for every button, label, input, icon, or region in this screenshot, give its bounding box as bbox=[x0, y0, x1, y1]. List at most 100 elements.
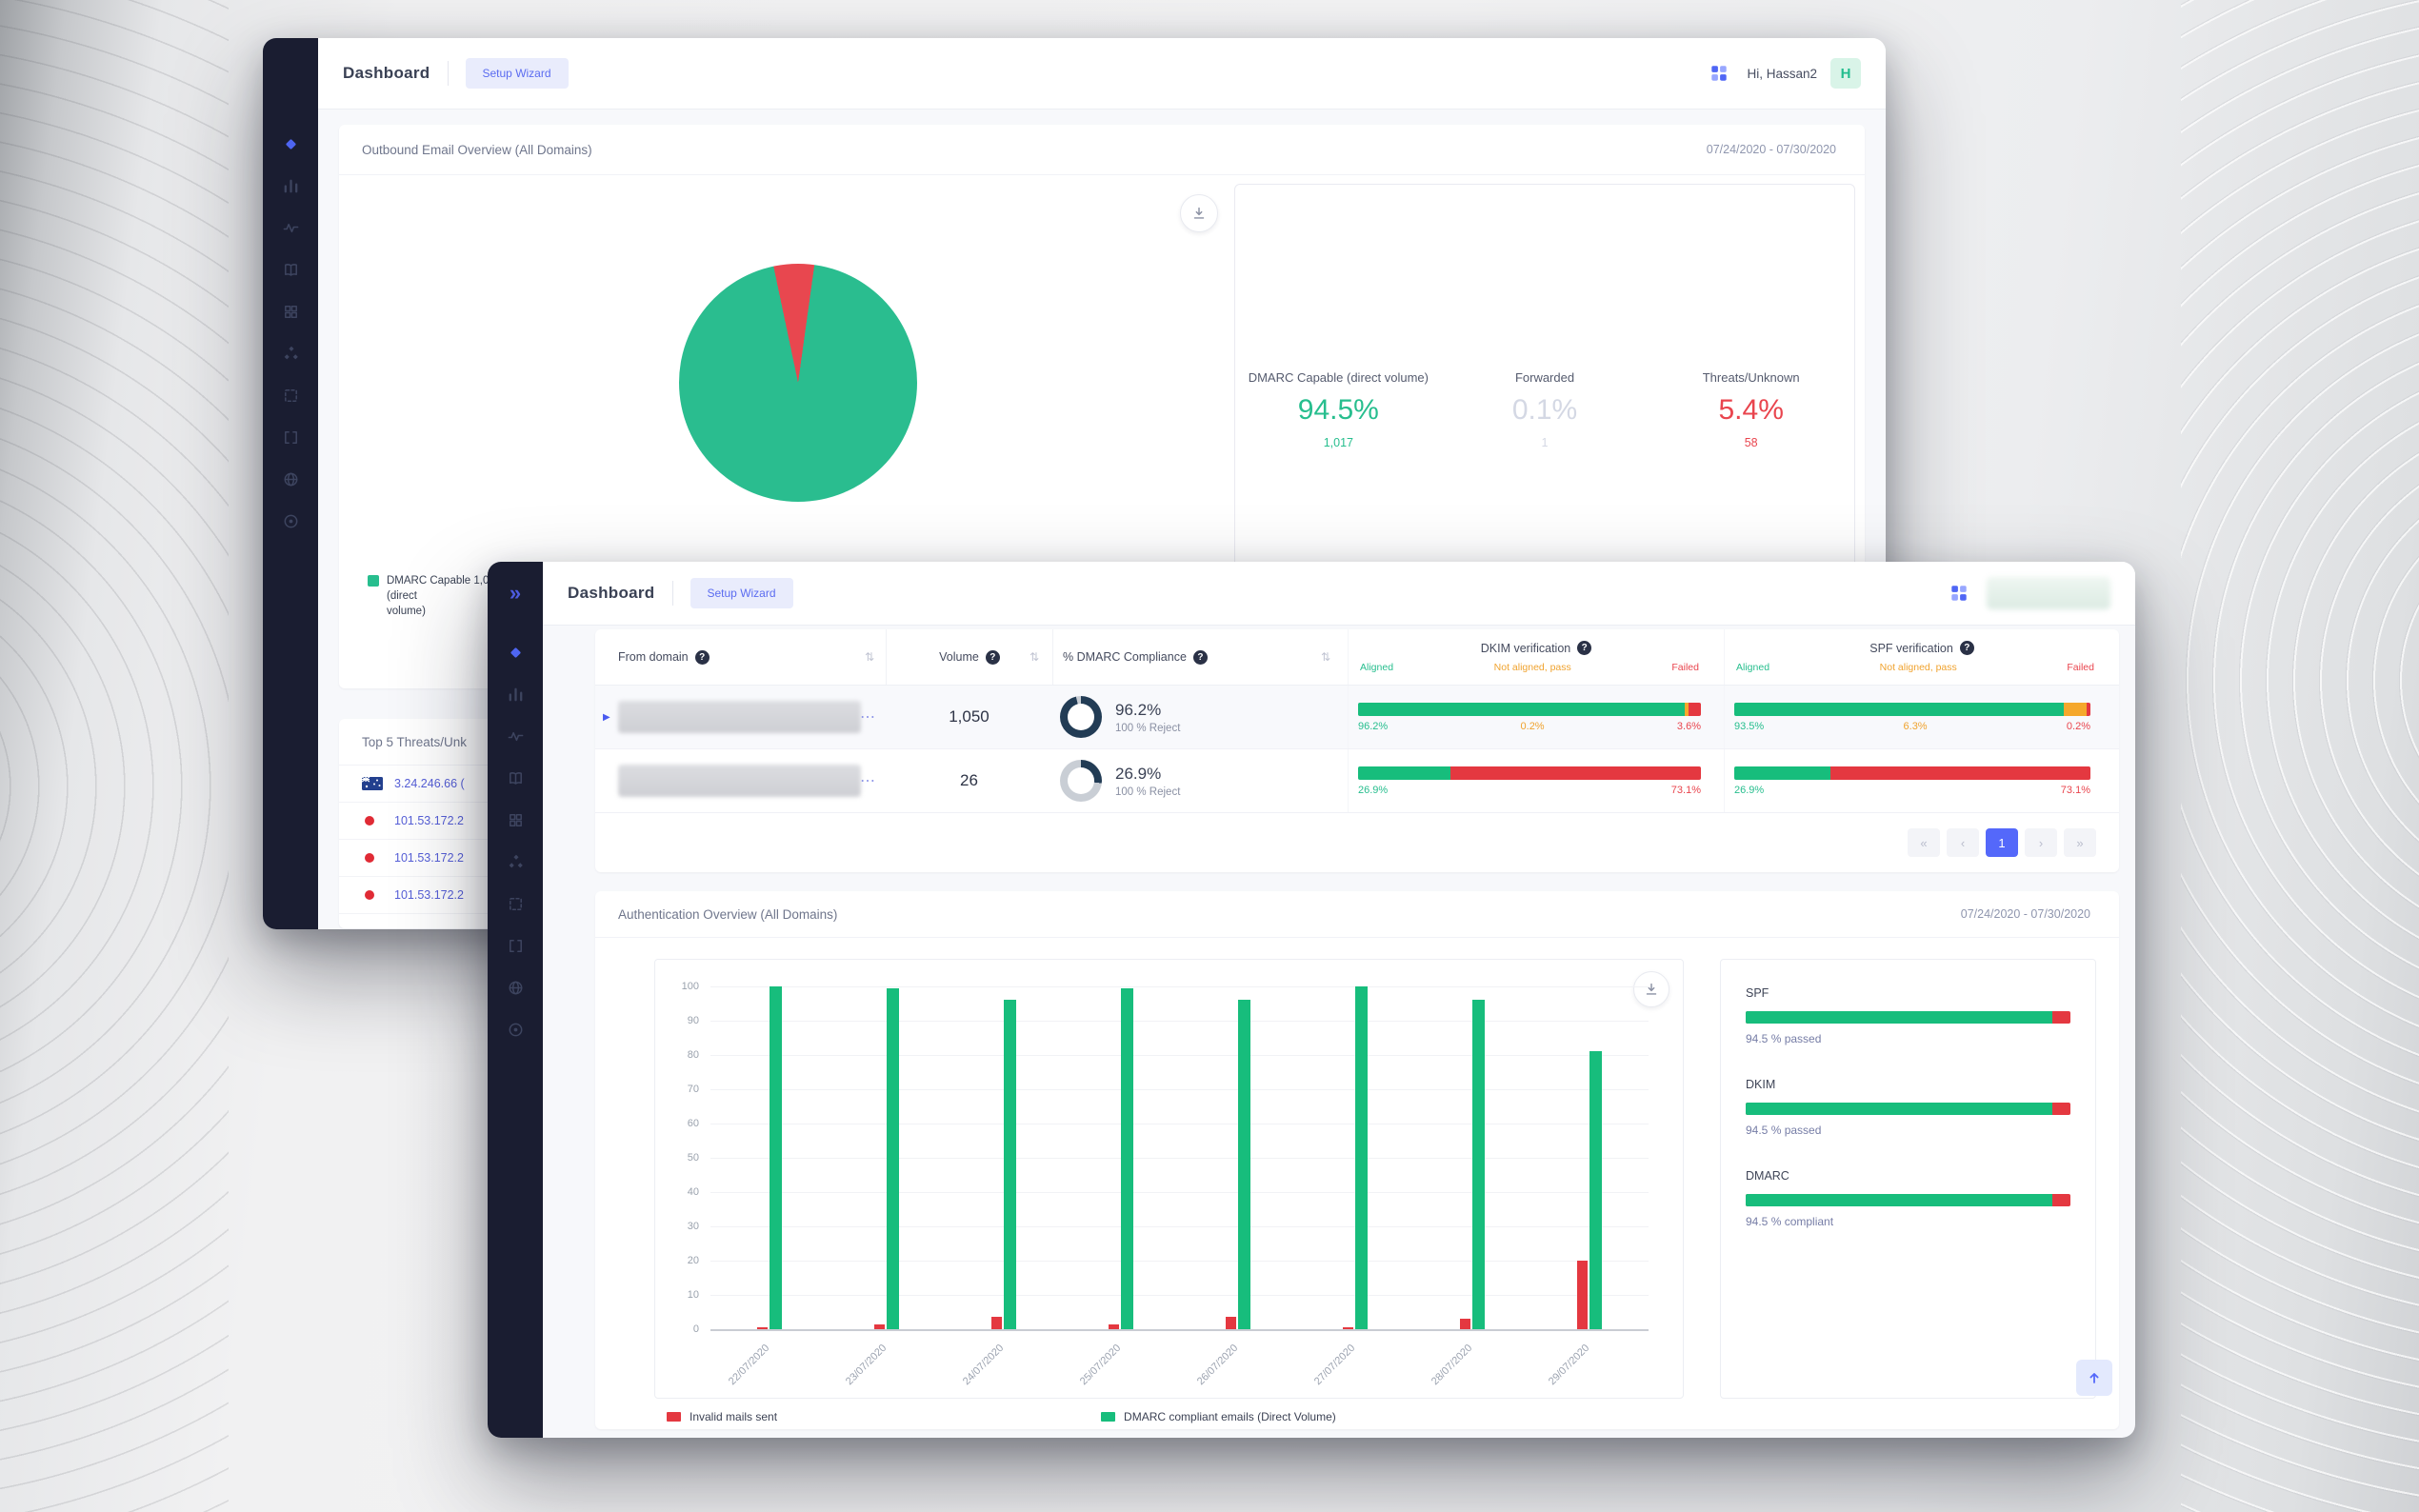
gridline bbox=[710, 1295, 1649, 1296]
download-button[interactable] bbox=[1633, 971, 1669, 1007]
pagination-button[interactable]: » bbox=[2064, 828, 2096, 857]
bar-label: 26.9% bbox=[1734, 784, 1765, 796]
bar-label: 73.1% bbox=[1670, 784, 1701, 796]
bar-chart-sidebar-icon[interactable] bbox=[499, 680, 531, 708]
front-sidebar: » bbox=[488, 562, 543, 1438]
table-row: ▶ ⋯ 1,050 96.2% 100 % Reject 96.2% 0.2% 3.… bbox=[595, 686, 2119, 749]
y-axis-label: 30 bbox=[687, 1221, 699, 1232]
pagination-button[interactable]: « bbox=[1908, 828, 1940, 857]
gridline bbox=[710, 1055, 1649, 1056]
column-volume: Volume bbox=[939, 650, 979, 664]
apps-grid-icon[interactable] bbox=[1949, 583, 1969, 604]
summary-bar bbox=[1746, 1194, 2070, 1206]
avatar[interactable]: H bbox=[1830, 58, 1861, 89]
threat-ip-link[interactable]: 3.24.246.66 ( bbox=[394, 777, 465, 790]
bar-chart-sidebar-icon[interactable] bbox=[274, 171, 307, 200]
help-icon[interactable]: ? bbox=[985, 649, 1000, 665]
redacted-user-name[interactable] bbox=[1987, 577, 2110, 609]
grid-sidebar-icon[interactable] bbox=[274, 297, 307, 326]
outbound-pie-chart bbox=[679, 264, 917, 502]
sort-icon[interactable]: ⇅ bbox=[1029, 650, 1039, 664]
stat-dmarc-capable-direct-volume-: DMARC Capable (direct volume) 94.5% 1,01… bbox=[1235, 370, 1442, 449]
auth-bar-chart-panel: 0 10 20 30 40 50 60 70 80 90 100 22/07/2020 23/07/… bbox=[654, 959, 1684, 1399]
nodes-sidebar-icon[interactable] bbox=[274, 339, 307, 368]
volume-value: 26 bbox=[960, 771, 978, 789]
scroll-to-top-button[interactable] bbox=[2076, 1360, 2112, 1396]
sidebar-collapse-icon[interactable]: » bbox=[509, 581, 522, 605]
pie-legend: DMARC Capable 1,0 (direct volume) bbox=[368, 573, 489, 619]
apps-grid-icon[interactable] bbox=[1709, 63, 1729, 84]
bar-segment-aligned bbox=[1734, 702, 2065, 716]
x-axis-label: 29/07/2020 bbox=[1547, 1342, 1592, 1388]
threat-ip-link[interactable]: 101.53.172.2 bbox=[394, 851, 464, 865]
target-sidebar-icon[interactable] bbox=[274, 507, 307, 535]
setup-wizard-button[interactable]: Setup Wizard bbox=[690, 578, 793, 608]
bar-segment-aligned bbox=[1358, 766, 1450, 780]
column-dkim-verification: DKIM verification bbox=[1480, 641, 1571, 655]
sort-icon[interactable]: ⇅ bbox=[864, 650, 874, 664]
grid-sidebar-icon[interactable] bbox=[499, 806, 531, 834]
target-sidebar-icon[interactable] bbox=[499, 1015, 531, 1044]
compliance-policy: 100 % Reject bbox=[1115, 722, 1181, 734]
bar-segment-aligned bbox=[1734, 766, 1830, 780]
bar-group bbox=[990, 1000, 1016, 1329]
globe-sidebar-icon[interactable] bbox=[274, 465, 307, 493]
page-title: Dashboard bbox=[343, 64, 430, 82]
date-range-picker[interactable]: 07/24/2020 - 07/30/2020 bbox=[1955, 906, 2096, 922]
help-icon[interactable]: ? bbox=[1192, 649, 1208, 665]
subcolumn-not-aligned: Not aligned, pass bbox=[1493, 662, 1571, 673]
code-sidebar-icon[interactable] bbox=[274, 423, 307, 451]
code-sidebar-icon[interactable] bbox=[499, 931, 531, 960]
pagination-button[interactable]: ‹ bbox=[1947, 828, 1979, 857]
pagination-button[interactable]: › bbox=[2025, 828, 2057, 857]
help-icon[interactable]: ? bbox=[1577, 641, 1592, 655]
help-icon[interactable]: ? bbox=[694, 649, 710, 665]
verification-bar bbox=[1358, 702, 1701, 716]
auth-summary-panel: SPF 94.5 % passed DKIM 94.5 % passed DMARC… bbox=[1720, 959, 2096, 1399]
invalid-mails-bar bbox=[756, 1327, 768, 1329]
activity-sidebar-icon[interactable] bbox=[499, 722, 531, 750]
compliance-donut bbox=[1060, 696, 1102, 738]
selection-sidebar-icon[interactable] bbox=[274, 381, 307, 409]
legend-swatch bbox=[667, 1412, 681, 1422]
x-axis-label: 24/07/2020 bbox=[960, 1342, 1007, 1388]
legend-label: DMARC compliant emails (Direct Volume) bbox=[1124, 1410, 1336, 1423]
dashboard-sidebar-icon[interactable] bbox=[274, 129, 307, 158]
front-topbar: Dashboard Setup Wizard bbox=[543, 562, 2135, 626]
reports-sidebar-icon[interactable] bbox=[499, 764, 531, 792]
verification-bar bbox=[1734, 702, 2090, 716]
x-axis-label: 25/07/2020 bbox=[1077, 1342, 1124, 1388]
invalid-mails-bar bbox=[1108, 1323, 1119, 1329]
reports-sidebar-icon[interactable] bbox=[274, 255, 307, 284]
red-dot-icon bbox=[365, 853, 374, 863]
threat-ip-link[interactable]: 101.53.172.2 bbox=[394, 814, 464, 827]
download-button[interactable] bbox=[1180, 194, 1218, 232]
bar-group bbox=[1108, 987, 1133, 1329]
activity-sidebar-icon[interactable] bbox=[274, 213, 307, 242]
compliance-donut bbox=[1060, 760, 1102, 802]
row-expander-icon[interactable]: ▶ bbox=[603, 711, 610, 723]
threat-ip-link[interactable]: 101.53.172.2 bbox=[394, 888, 464, 902]
bar-group bbox=[873, 987, 899, 1329]
sort-icon[interactable]: ⇅ bbox=[1320, 650, 1330, 664]
bar-group bbox=[1577, 1051, 1603, 1329]
stat-label: Forwarded bbox=[1514, 370, 1575, 385]
bar-group bbox=[1343, 986, 1369, 1329]
selection-sidebar-icon[interactable] bbox=[499, 889, 531, 918]
setup-wizard-button[interactable]: Setup Wizard bbox=[465, 58, 569, 89]
dashboard-sidebar-icon[interactable] bbox=[499, 638, 531, 666]
gridline bbox=[710, 986, 1649, 987]
help-icon[interactable]: ? bbox=[1959, 641, 1974, 655]
bar-segment-failed bbox=[2086, 702, 2090, 716]
nodes-sidebar-icon[interactable] bbox=[499, 847, 531, 876]
bar-label: 96.2% bbox=[1358, 720, 1389, 732]
verification-bar bbox=[1734, 766, 2090, 780]
row-menu-button[interactable]: ⋯ bbox=[854, 770, 882, 791]
globe-sidebar-icon[interactable] bbox=[499, 973, 531, 1002]
x-axis-label: 22/07/2020 bbox=[726, 1342, 771, 1388]
pie-legend-label: DMARC Capable 1,0 bbox=[387, 575, 490, 587]
date-range-picker[interactable]: 07/24/2020 - 07/30/2020 bbox=[1701, 142, 1842, 157]
gridline bbox=[710, 1226, 1649, 1227]
pagination-page-current[interactable]: 1 bbox=[1986, 828, 2018, 857]
row-menu-button[interactable]: ⋯ bbox=[854, 706, 882, 727]
